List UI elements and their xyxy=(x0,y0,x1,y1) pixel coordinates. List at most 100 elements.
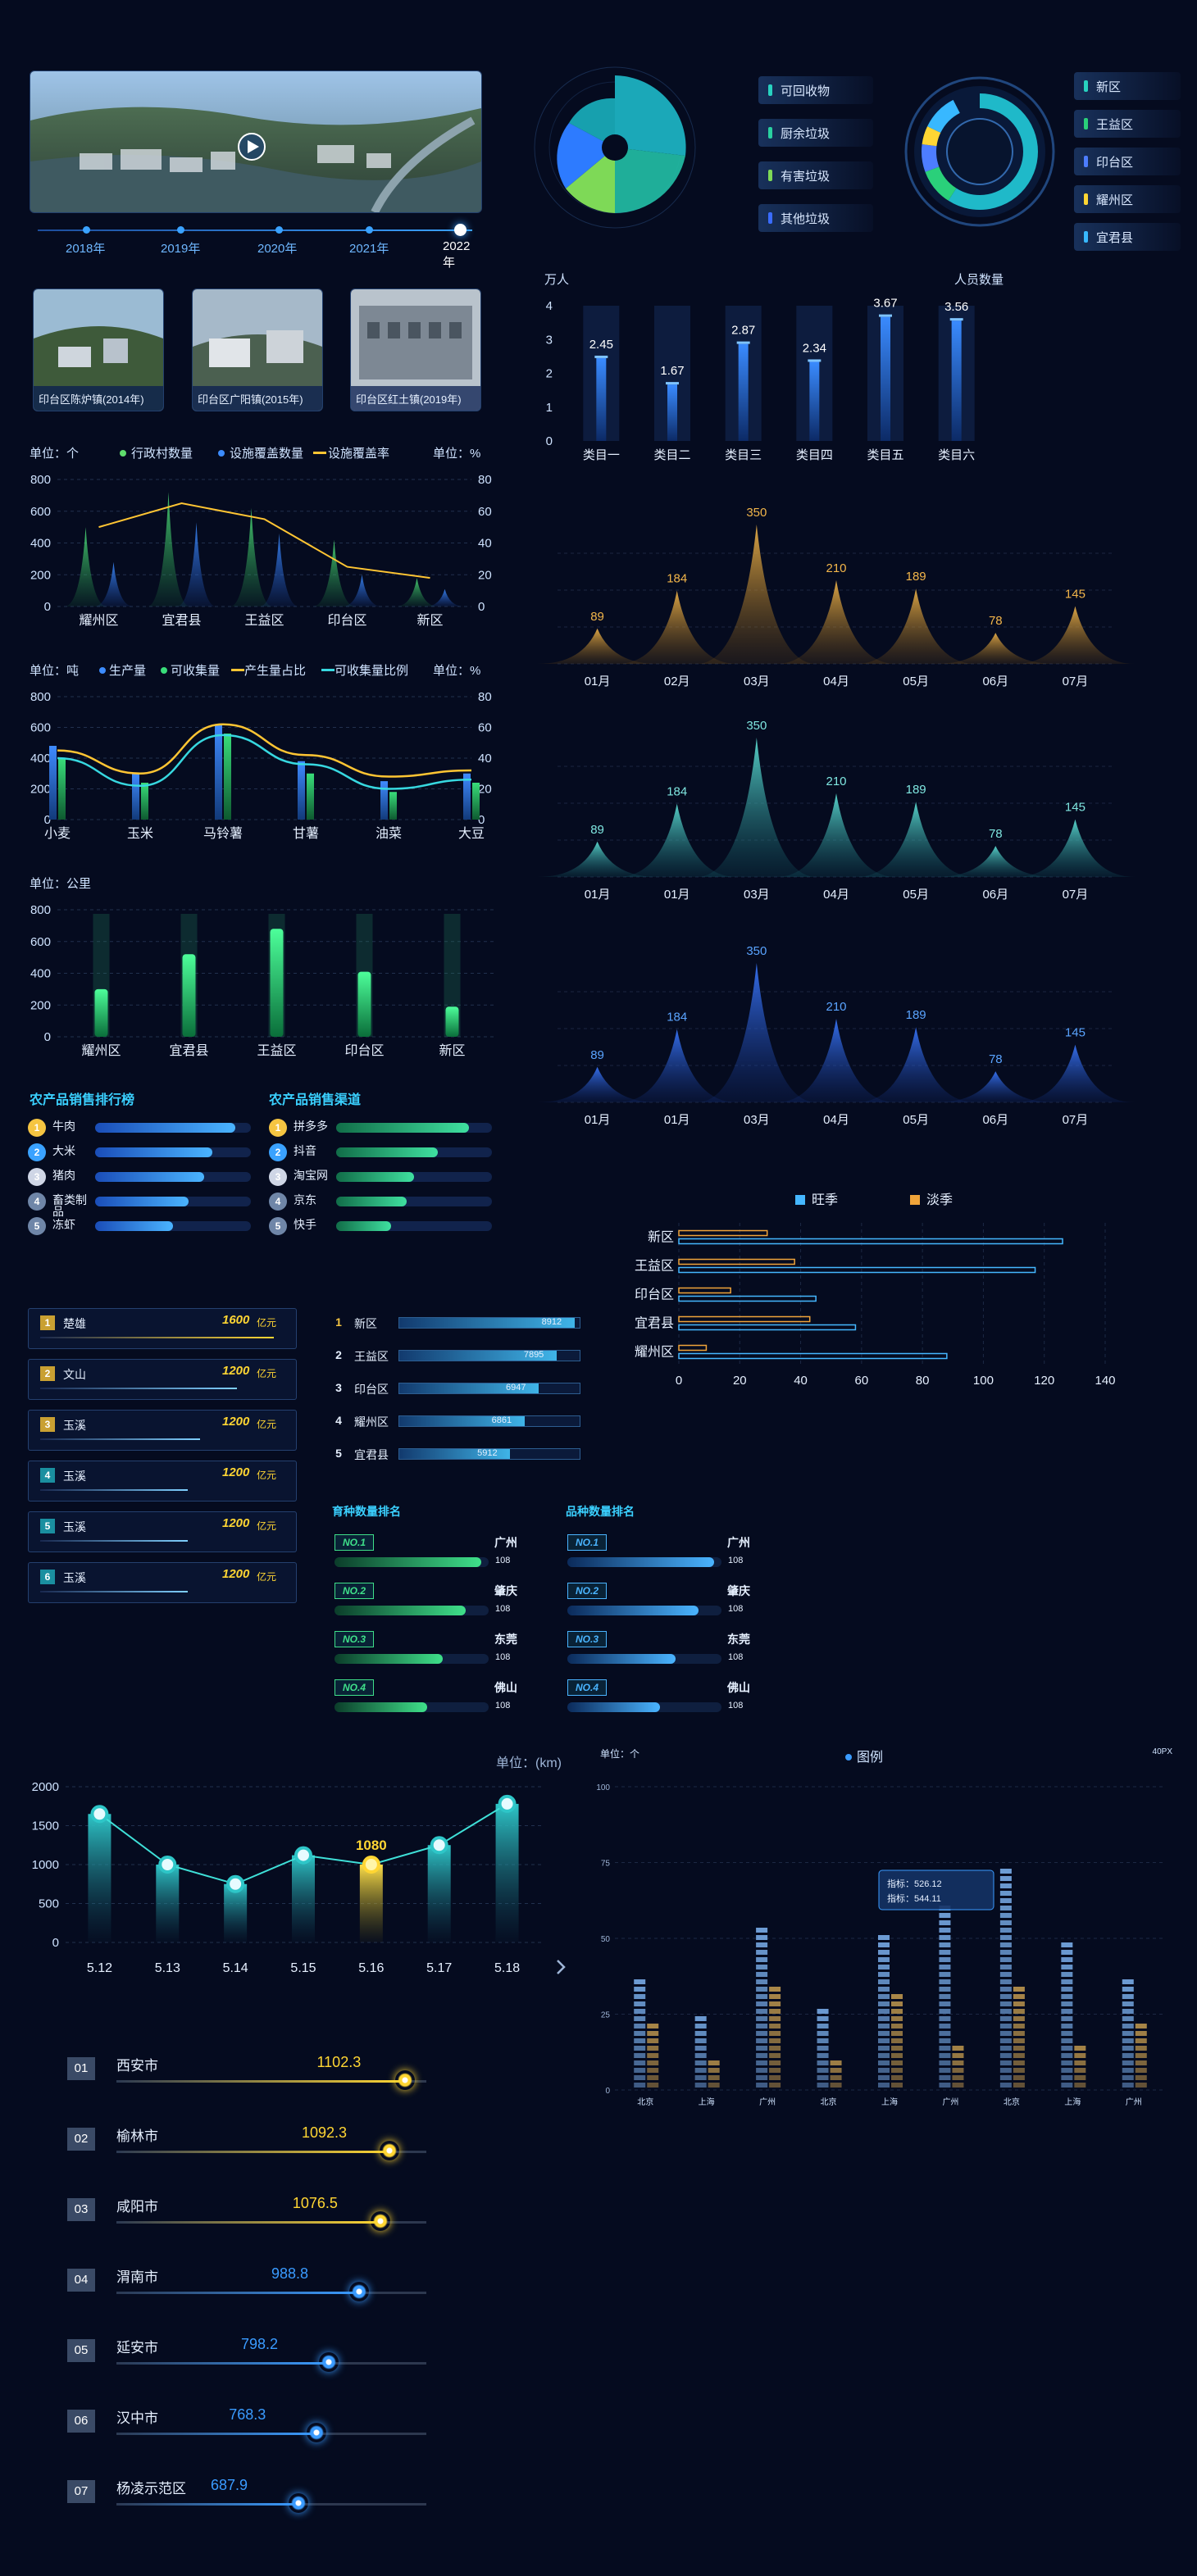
rank-card[interactable]: 4 玉溪 1200 亿元 xyxy=(28,1461,297,1502)
peak-mark xyxy=(259,533,299,607)
rank-card[interactable]: 5 玉溪 1200 亿元 xyxy=(28,1511,297,1552)
peak-mark xyxy=(537,841,658,877)
peak-mark xyxy=(537,628,658,664)
rank-card[interactable]: 2 文山 1200 亿元 xyxy=(28,1359,297,1400)
rank-bar-fill xyxy=(336,1197,407,1206)
legend-label: 行政村数量 xyxy=(131,447,193,461)
segment-mark xyxy=(830,2075,842,2080)
timeline-dot[interactable] xyxy=(83,226,90,234)
rank-knob[interactable] xyxy=(319,2352,339,2372)
legend-item: 厨余垃圾 xyxy=(758,119,873,147)
rank-bar-fill xyxy=(336,1147,438,1157)
legend-marker xyxy=(1084,231,1088,243)
tick-label: 50 xyxy=(601,1935,611,1944)
photo-card[interactable]: 印台区广阳镇(2015年) xyxy=(192,288,323,411)
rank-card[interactable]: 1 楚雄 1600 亿元 xyxy=(28,1308,297,1349)
product-rank-title: 农产品销售排行榜 xyxy=(30,1093,135,1107)
rank-number: NO.1 xyxy=(567,1534,607,1551)
bar-mark xyxy=(678,1324,857,1331)
timeline-dot[interactable] xyxy=(275,226,283,234)
category-label: 印台区 xyxy=(635,1288,674,1302)
timeline-dot-active[interactable] xyxy=(454,224,467,236)
rank-card[interactable]: 6 玉溪 1200 亿元 xyxy=(28,1562,297,1603)
rank-bar-fill xyxy=(567,1654,676,1664)
tick-label: 4 xyxy=(546,299,553,313)
bar-mark xyxy=(596,357,607,441)
segment-mark xyxy=(952,2075,964,2080)
segment-mark xyxy=(694,2075,707,2080)
segment-mark xyxy=(999,2038,1012,2043)
rank-card[interactable]: 3 玉溪 1200 亿元 xyxy=(28,1410,297,1451)
photo-card[interactable]: 印台区陈炉镇(2014年) xyxy=(33,288,164,411)
rank-knob[interactable] xyxy=(394,2070,415,2090)
bar-cap xyxy=(736,341,750,344)
timeline-dot[interactable] xyxy=(177,226,184,234)
rank-knob[interactable] xyxy=(380,2141,399,2160)
segment-mark xyxy=(891,2075,903,2080)
segment-mark xyxy=(1122,2053,1134,2058)
segment-mark xyxy=(830,2083,842,2088)
timeline-year[interactable]: 2021年 xyxy=(349,242,389,256)
legend-label: 产生量占比 xyxy=(244,664,306,678)
segment-mark xyxy=(1074,2068,1086,2073)
rank-bar-track xyxy=(116,2080,426,2083)
timeline-dot[interactable] xyxy=(366,226,373,234)
rank-knob[interactable] xyxy=(289,2493,308,2513)
tick-label: 2000 xyxy=(32,1780,59,1794)
bar-mark xyxy=(667,384,677,441)
rank-value: 108 xyxy=(495,1556,511,1565)
segment-mark xyxy=(999,2024,1012,2029)
rank-value: 6947 xyxy=(506,1383,526,1392)
timeline-year[interactable]: 2019年 xyxy=(161,242,201,256)
legend-item: 宜君县 xyxy=(1074,223,1181,251)
rose-slice xyxy=(615,75,686,156)
rank-knob[interactable] xyxy=(307,2423,327,2442)
photo-caption: 印台区广阳镇(2015年) xyxy=(198,393,303,406)
segment-mark xyxy=(769,2031,781,2036)
photo-card[interactable]: 印台区红土镇(2019年) xyxy=(350,288,481,411)
legend-marker xyxy=(768,170,772,181)
segment-mark xyxy=(1061,2060,1073,2065)
legend-item: 印台区 xyxy=(1074,148,1181,175)
segment-mark xyxy=(769,2016,781,2021)
timeline-year[interactable]: 2018年 xyxy=(66,242,106,256)
segment-mark xyxy=(999,2053,1012,2058)
tick-label: 0 xyxy=(676,1374,682,1388)
segment-mark xyxy=(939,1957,951,1962)
rank-bar-fill xyxy=(335,1654,443,1664)
category-label: 5.14 xyxy=(223,1961,248,1975)
value-label: 2.34 xyxy=(803,341,826,355)
rank-number: NO.1 xyxy=(335,1534,374,1551)
rank-name: 耀州区 xyxy=(354,1415,389,1429)
bar-mark xyxy=(678,1229,768,1237)
bar-mark xyxy=(678,1258,795,1265)
value-label: 210 xyxy=(826,1000,846,1014)
axis-unit: 万人 xyxy=(544,273,569,287)
bar-mark xyxy=(224,734,231,820)
rank-bar-fill xyxy=(116,2503,298,2506)
timeline-year[interactable]: 2020年 xyxy=(257,242,298,256)
rank-name: 王益区 xyxy=(354,1350,389,1363)
rank-bar-track: 5912 xyxy=(398,1448,580,1460)
segment-mark xyxy=(878,1987,890,1992)
legend-label: 王益区 xyxy=(1096,117,1134,132)
rank-knob[interactable] xyxy=(349,2282,369,2301)
category-label: 新区 xyxy=(439,1043,465,1058)
rank-city: 东莞 xyxy=(494,1633,517,1646)
rank-number: 2 xyxy=(40,1366,55,1381)
segment-mark xyxy=(939,1979,951,1984)
bar-mark xyxy=(49,746,57,820)
segment-mark xyxy=(1074,2053,1086,2058)
rank-number: 01 xyxy=(67,2057,95,2080)
category-label: 01月 xyxy=(585,675,611,688)
segment-mark xyxy=(891,2068,903,2073)
people-chart: 万人 人员数量 0 1 2 3 4 2.45 类目一 1.67 类目二 2.87 类目三 2.34 类目四 3… xyxy=(544,273,1004,462)
tick-label: 1000 xyxy=(32,1858,59,1872)
timeline-year[interactable]: 2022年 xyxy=(443,239,471,270)
segment-mark xyxy=(891,2053,903,2058)
tick-label-right: 20 xyxy=(478,568,492,582)
category-label: 06月 xyxy=(982,888,1008,902)
rank-knob[interactable] xyxy=(370,2211,390,2231)
rank-city: 汉中市 xyxy=(116,2410,158,2426)
tick-label: 2 xyxy=(546,367,553,381)
